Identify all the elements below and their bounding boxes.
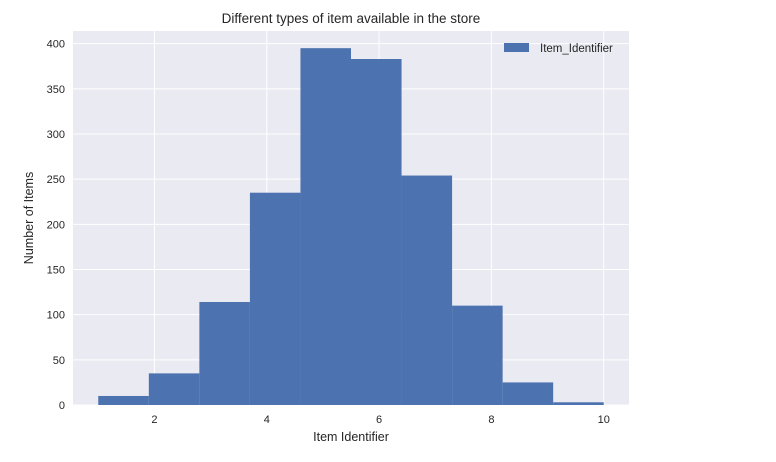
y-tick-label: 300 — [47, 129, 65, 141]
y-tick-label: 150 — [47, 264, 65, 276]
legend-label: Item_Identifier — [540, 43, 613, 55]
y-tick-label: 400 — [47, 39, 65, 51]
y-tick-label: 0 — [59, 400, 65, 412]
chart-title: Different types of item available in the… — [222, 11, 481, 26]
x-axis-label: Item Identifier — [313, 430, 389, 444]
histogram-bar — [502, 382, 554, 405]
histogram-bar — [249, 192, 301, 405]
y-tick-label: 200 — [47, 219, 65, 231]
y-axis-ticks: 0 50 100 150 200 250 300 350 400 — [47, 39, 65, 412]
legend: Item_Identifier — [504, 43, 613, 55]
histogram-bar — [553, 402, 604, 405]
histogram-bar — [98, 395, 149, 405]
y-axis-label: Number of Items — [22, 172, 36, 264]
histogram-bar — [351, 59, 402, 406]
y-tick-label: 100 — [47, 310, 65, 322]
histogram-bar — [401, 175, 453, 405]
x-axis-ticks: 2 4 6 8 10 — [151, 414, 609, 426]
x-tick-label: 10 — [598, 414, 610, 426]
histogram-bar — [148, 373, 200, 405]
x-tick-label: 8 — [488, 414, 494, 426]
x-tick-label: 4 — [264, 414, 270, 426]
x-tick-label: 6 — [376, 414, 382, 426]
histogram-bar — [199, 302, 250, 405]
legend-swatch — [504, 43, 529, 52]
y-tick-label: 350 — [47, 84, 65, 96]
y-tick-label: 50 — [53, 355, 65, 367]
bars — [98, 48, 604, 406]
x-tick-label: 2 — [151, 414, 157, 426]
histogram-bar — [452, 305, 503, 405]
y-tick-label: 250 — [47, 174, 65, 186]
histogram-bar — [300, 48, 351, 406]
